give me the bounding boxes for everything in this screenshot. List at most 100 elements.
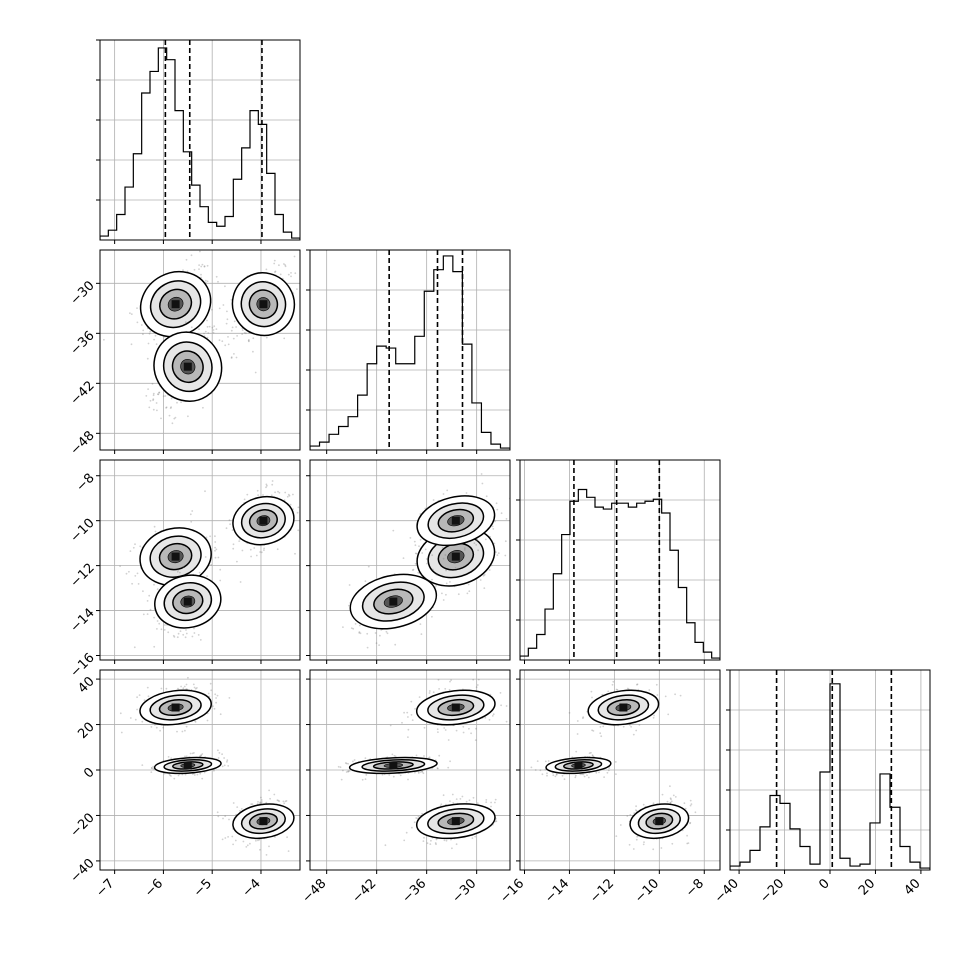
scatter-point — [191, 773, 194, 775]
scatter-point — [184, 729, 186, 732]
y-tick-label: −48 — [68, 428, 98, 458]
scatter-point — [247, 339, 250, 342]
scatter-point — [130, 343, 133, 346]
scatter-point — [367, 565, 370, 568]
y-tick-label: −36 — [68, 328, 98, 358]
scatter-point — [263, 547, 265, 550]
scatter-point — [219, 713, 222, 716]
scatter-point — [435, 843, 437, 846]
scatter-point — [574, 776, 577, 779]
panel-1-1 — [306, 249, 511, 454]
scatter-point — [539, 769, 542, 772]
scatter-point — [407, 728, 410, 731]
scatter-point — [260, 551, 263, 554]
density-peak — [259, 516, 268, 525]
scatter-point — [669, 802, 672, 804]
scatter-point — [200, 754, 202, 757]
scatter-point — [265, 854, 268, 856]
scatter-point — [203, 332, 205, 335]
scatter-point — [193, 627, 195, 630]
scatter-point — [287, 273, 290, 276]
scatter-point — [180, 401, 183, 404]
scatter-point — [152, 408, 155, 411]
scatter-point — [191, 752, 194, 755]
scatter-point — [131, 582, 134, 585]
scatter-point — [182, 633, 185, 636]
scatter-point — [475, 727, 477, 730]
scatter-point — [250, 803, 253, 805]
scatter-point — [484, 716, 487, 719]
scatter-point — [586, 774, 588, 777]
scatter-point — [337, 765, 340, 768]
scatter-point — [215, 548, 218, 551]
scatter-point — [203, 265, 206, 268]
scatter-point — [482, 574, 485, 577]
scatter-point — [541, 773, 544, 776]
scatter-point — [374, 632, 377, 634]
scatter-point — [347, 762, 349, 765]
scatter-point — [232, 547, 235, 550]
scatter-point — [459, 798, 462, 800]
scatter-point — [296, 511, 299, 514]
scatter-point — [429, 843, 432, 845]
scatter-point — [653, 714, 655, 717]
x-tick-label: −5 — [191, 876, 215, 900]
scatter-point — [607, 769, 610, 772]
scatter-point — [227, 343, 230, 346]
x-tick-label: −16 — [497, 876, 527, 906]
scatter-point — [187, 676, 189, 679]
scatter-point — [495, 820, 498, 823]
scatter-point — [213, 707, 216, 710]
scatter-point — [422, 772, 425, 775]
scatter-point — [636, 835, 638, 838]
scatter-point — [193, 268, 196, 271]
density-peak — [655, 817, 664, 826]
scatter-point — [426, 562, 428, 565]
scatter-point — [445, 839, 448, 842]
scatter-point — [635, 838, 638, 841]
scatter-point — [410, 700, 413, 703]
scatter-point — [636, 683, 639, 686]
scatter-point — [168, 414, 171, 417]
scatter-point — [361, 778, 364, 781]
scatter-point — [228, 519, 231, 522]
scatter-point — [419, 538, 422, 541]
scatter-point — [257, 801, 259, 803]
scatter-point — [153, 616, 156, 619]
scatter-point — [229, 523, 232, 526]
scatter-point — [184, 773, 187, 776]
scatter-point — [547, 760, 550, 762]
scatter-point — [526, 471, 528, 473]
scatter-point — [442, 599, 445, 601]
scatter-point — [635, 810, 638, 812]
scatter-point — [358, 632, 361, 634]
scatter-point — [248, 339, 250, 341]
scatter-point — [475, 544, 478, 546]
scatter-point — [632, 848, 635, 850]
scatter-point — [224, 815, 227, 817]
scatter-point — [136, 321, 139, 324]
scatter-point — [428, 692, 431, 694]
scatter-point — [359, 632, 362, 635]
scatter-point — [449, 800, 451, 802]
scatter-point — [689, 822, 691, 825]
scatter-point — [225, 527, 228, 530]
scatter-point — [199, 250, 201, 253]
panel-3-2: −16 −14 −12 −10 −8 — [497, 669, 721, 906]
panel-0-0 — [96, 39, 301, 244]
scatter-point — [193, 774, 196, 776]
panel-frame — [99, 249, 301, 451]
x-tick-label: −42 — [349, 876, 379, 906]
scatter-point — [196, 773, 199, 776]
scatter-point — [282, 800, 285, 803]
scatter-point — [217, 815, 220, 818]
scatter-point — [265, 801, 268, 804]
scatter-point — [615, 773, 617, 775]
scatter-point — [583, 775, 586, 778]
scatter-point — [157, 393, 159, 396]
scatter-point — [262, 494, 264, 496]
scatter-point — [444, 729, 447, 731]
scatter-point — [591, 729, 593, 732]
scatter-point — [445, 582, 448, 585]
scatter-point — [205, 536, 208, 539]
